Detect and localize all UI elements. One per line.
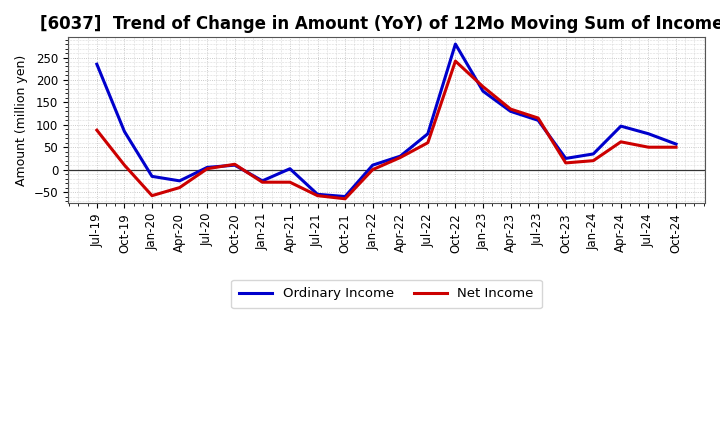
Line: Ordinary Income: Ordinary Income — [97, 44, 676, 197]
Net Income — [423, 140, 432, 145]
Ordinary Income — [672, 141, 680, 147]
Net Income — [203, 166, 212, 171]
Title: [6037]  Trend of Change in Amount (YoY) of 12Mo Moving Sum of Incomes: [6037] Trend of Change in Amount (YoY) o… — [40, 15, 720, 33]
Ordinary Income — [341, 194, 349, 199]
Ordinary Income — [175, 178, 184, 183]
Ordinary Income — [396, 154, 405, 159]
Net Income — [589, 158, 598, 163]
Ordinary Income — [479, 88, 487, 94]
Ordinary Income — [534, 117, 542, 123]
Ordinary Income — [451, 41, 460, 47]
Ordinary Income — [506, 109, 515, 114]
Ordinary Income — [258, 178, 266, 183]
Ordinary Income — [230, 162, 239, 168]
Ordinary Income — [589, 151, 598, 157]
Net Income — [562, 160, 570, 165]
Ordinary Income — [286, 166, 294, 171]
Net Income — [506, 106, 515, 112]
Net Income — [230, 161, 239, 167]
Ordinary Income — [562, 156, 570, 161]
Net Income — [341, 196, 349, 202]
Net Income — [148, 193, 156, 198]
Line: Net Income: Net Income — [97, 61, 676, 199]
Ordinary Income — [313, 192, 322, 197]
Ordinary Income — [148, 174, 156, 179]
Net Income — [396, 155, 405, 160]
Net Income — [644, 145, 653, 150]
Ordinary Income — [369, 162, 377, 168]
Y-axis label: Amount (million yen): Amount (million yen) — [15, 55, 28, 186]
Ordinary Income — [203, 165, 212, 170]
Ordinary Income — [644, 131, 653, 136]
Net Income — [258, 180, 266, 185]
Ordinary Income — [423, 131, 432, 136]
Net Income — [369, 167, 377, 172]
Ordinary Income — [93, 62, 102, 67]
Net Income — [534, 115, 542, 121]
Ordinary Income — [616, 124, 625, 129]
Net Income — [479, 84, 487, 89]
Legend: Ordinary Income, Net Income: Ordinary Income, Net Income — [231, 279, 541, 308]
Ordinary Income — [120, 129, 129, 134]
Net Income — [286, 180, 294, 185]
Net Income — [672, 145, 680, 150]
Net Income — [175, 185, 184, 190]
Net Income — [120, 162, 129, 168]
Net Income — [93, 128, 102, 133]
Net Income — [616, 139, 625, 144]
Net Income — [313, 193, 322, 198]
Net Income — [451, 59, 460, 64]
